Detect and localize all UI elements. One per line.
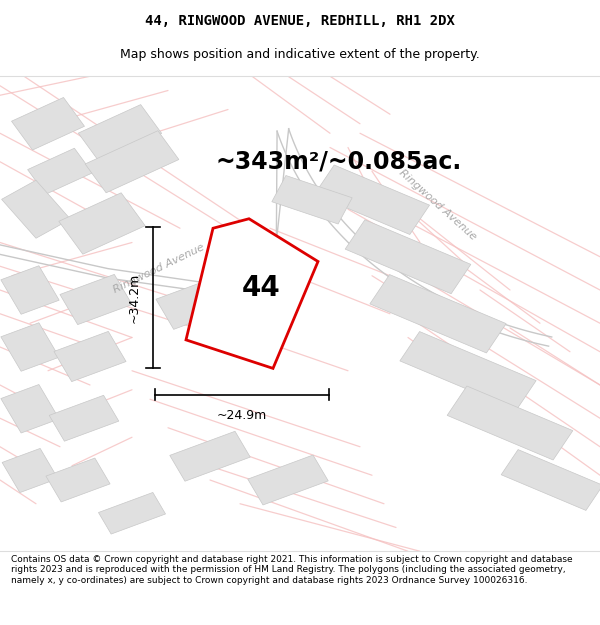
Polygon shape bbox=[1, 384, 59, 433]
Text: Map shows position and indicative extent of the property.: Map shows position and indicative extent… bbox=[120, 48, 480, 61]
Polygon shape bbox=[11, 98, 85, 150]
Polygon shape bbox=[370, 274, 506, 353]
Text: ~343m²/~0.085ac.: ~343m²/~0.085ac. bbox=[216, 150, 462, 174]
Polygon shape bbox=[2, 180, 70, 238]
Polygon shape bbox=[60, 274, 132, 324]
Polygon shape bbox=[59, 192, 145, 254]
Text: Contains OS data © Crown copyright and database right 2021. This information is : Contains OS data © Crown copyright and d… bbox=[11, 555, 572, 585]
Polygon shape bbox=[345, 220, 471, 294]
Polygon shape bbox=[186, 219, 318, 368]
Polygon shape bbox=[85, 131, 179, 192]
Text: ~24.9m: ~24.9m bbox=[217, 409, 267, 422]
Polygon shape bbox=[400, 331, 536, 410]
Polygon shape bbox=[272, 176, 352, 224]
Polygon shape bbox=[79, 104, 161, 162]
Polygon shape bbox=[447, 386, 573, 460]
Text: Ringwood Avenue: Ringwood Avenue bbox=[112, 242, 206, 295]
Polygon shape bbox=[49, 395, 119, 441]
Polygon shape bbox=[156, 279, 228, 329]
Polygon shape bbox=[98, 492, 166, 534]
Text: ~34.2m: ~34.2m bbox=[127, 272, 140, 323]
Polygon shape bbox=[46, 458, 110, 502]
Text: 44, RINGWOOD AVENUE, REDHILL, RH1 2DX: 44, RINGWOOD AVENUE, REDHILL, RH1 2DX bbox=[145, 14, 455, 28]
Polygon shape bbox=[28, 148, 92, 194]
Text: Ringwood Avenue: Ringwood Avenue bbox=[397, 168, 479, 242]
Polygon shape bbox=[314, 165, 430, 234]
Polygon shape bbox=[1, 266, 59, 314]
Polygon shape bbox=[54, 331, 126, 382]
Polygon shape bbox=[2, 448, 58, 493]
Polygon shape bbox=[1, 322, 59, 371]
Polygon shape bbox=[170, 431, 250, 481]
Polygon shape bbox=[248, 455, 328, 505]
Polygon shape bbox=[501, 449, 600, 511]
Text: 44: 44 bbox=[242, 274, 280, 302]
